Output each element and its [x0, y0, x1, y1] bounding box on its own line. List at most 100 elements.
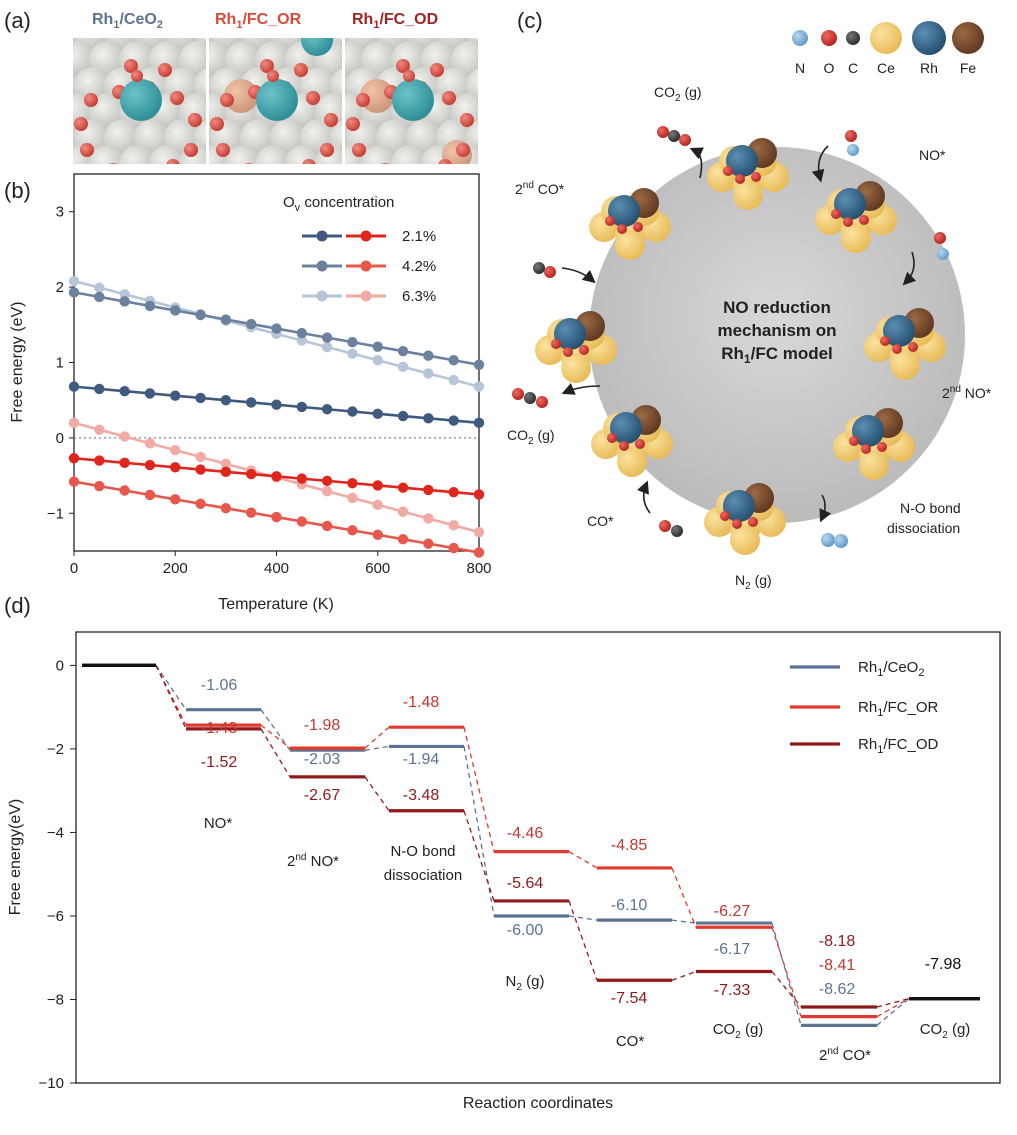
data-point [170, 462, 181, 473]
step-label-co: CO* [616, 1033, 645, 1050]
data-point [271, 511, 282, 523]
molecule-atom [536, 396, 548, 408]
legend-label: Rh1/FC_OR [858, 699, 938, 719]
step-label-co2: CO2 (g) [713, 1021, 764, 1041]
series-line [68, 287, 485, 370]
gas-molecule [934, 232, 949, 260]
o-atom [605, 216, 615, 226]
o-atom [346, 117, 360, 131]
gas-molecule [533, 262, 556, 278]
molecule-atom [512, 388, 524, 400]
energy-value-label: -7.33 [714, 982, 751, 999]
energy-value-label: -1.48 [403, 694, 440, 711]
o-atom [109, 163, 117, 164]
panel-d-frame [75, 631, 1001, 1084]
energy-connector [364, 745, 390, 751]
catalyst-cluster [704, 483, 786, 555]
o-atom [908, 342, 918, 352]
structure-tile [73, 38, 206, 164]
molecule-atom [934, 232, 946, 244]
data-point [170, 305, 181, 316]
legend-marker [316, 290, 328, 302]
catalyst-cluster [589, 188, 671, 260]
o-atom [430, 63, 444, 77]
data-point [119, 431, 130, 442]
energy-connector [568, 900, 598, 981]
ce-atom [481, 93, 519, 131]
label-no-bond-1: N-O bond [900, 500, 961, 516]
step-label-no-bond-1: N-O bond [390, 843, 455, 860]
data-point [170, 444, 181, 456]
rh-atom [554, 318, 586, 350]
data-point [372, 408, 383, 419]
header-rh1-fc-od: Rh1/FC_OD [352, 11, 438, 31]
o-atom [166, 159, 180, 164]
data-point [347, 525, 358, 536]
data-point [94, 282, 105, 293]
data-point [119, 385, 130, 397]
rh-atom [726, 145, 758, 177]
o-atom [551, 339, 561, 349]
o-atom [635, 439, 645, 449]
ce-atom [859, 450, 889, 480]
energy-value-label: -1.94 [403, 751, 440, 768]
panel-b-chart: 0 200 400 600 800 −1 0 1 2 3 Temperature (K) Free… [9, 173, 492, 613]
ce-atom [255, 145, 293, 164]
rh-atom [392, 79, 434, 121]
legend-atom-ce [870, 22, 902, 54]
data-point [94, 424, 105, 435]
o-atom [442, 91, 456, 105]
molecule-atom [671, 525, 683, 537]
data-point [144, 438, 156, 449]
data-point [296, 516, 308, 527]
data-point [448, 520, 459, 531]
o-atom [352, 143, 366, 157]
panel-d-ylabel: Free energy(eV) [7, 799, 24, 916]
energy-value-label: -2.03 [304, 751, 341, 768]
structure-tile [209, 38, 342, 164]
molecule-atom [821, 533, 835, 547]
data-point [347, 348, 358, 359]
legend-atom-label: C [848, 60, 858, 76]
data-point [473, 359, 485, 370]
x-tick-label: 600 [365, 560, 390, 577]
label-co2-top: CO2 (g) [654, 84, 702, 104]
data-point [372, 341, 383, 352]
data-point [473, 489, 485, 500]
y-tick-label: −8 [47, 991, 64, 1008]
step-label-2nd-co: 2nd CO* [819, 1046, 871, 1064]
data-point [321, 404, 333, 415]
step-label-n2: N2 (g) [506, 973, 545, 993]
energy-connector [364, 776, 390, 812]
data-point [144, 489, 156, 501]
legend-label: Rh1/CeO2 [858, 659, 924, 679]
label-no: NO* [919, 147, 946, 163]
energy-connector [155, 665, 187, 730]
molecule-atom [937, 248, 949, 260]
energy-value-label: -7.54 [611, 990, 648, 1007]
y-tick-label: −4 [47, 824, 64, 841]
data-point [473, 417, 485, 429]
panel-d-letter: (d) [4, 593, 31, 618]
data-point [68, 275, 80, 287]
data-point [296, 335, 308, 346]
data-point [473, 526, 485, 538]
molecule-atom [845, 130, 857, 142]
data-point [347, 477, 358, 489]
gas-molecule [657, 126, 691, 146]
cycle-arrow [561, 382, 601, 395]
data-point [271, 399, 282, 410]
rh-atom [883, 315, 915, 347]
data-point [170, 390, 181, 401]
energy-value-label: -5.64 [507, 875, 544, 892]
o-atom [245, 163, 253, 164]
o-atom [320, 143, 334, 157]
gas-molecule [512, 388, 548, 408]
x-tick-label: 800 [466, 560, 491, 577]
o-atom [324, 113, 338, 127]
data-point [271, 323, 282, 334]
energy-value-label: -1.43 [201, 720, 238, 737]
label-n2: N2 (g) [735, 572, 772, 592]
molecule-atom [659, 520, 671, 532]
data-point [347, 406, 358, 417]
